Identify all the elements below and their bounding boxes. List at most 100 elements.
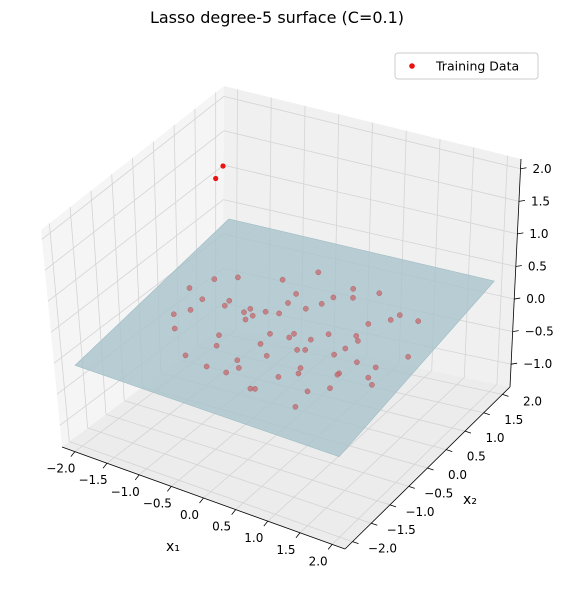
data-point — [199, 296, 206, 303]
data-point — [276, 310, 282, 317]
grid-line-x-back — [463, 147, 475, 378]
data-point — [315, 269, 322, 276]
data-point — [275, 374, 282, 380]
y-tick-mark — [446, 449, 453, 452]
data-point — [304, 388, 311, 395]
y-tick-mark — [389, 504, 397, 508]
x-axis-label: x₁ — [166, 539, 180, 555]
z-tick-label: 2.0 — [533, 162, 552, 176]
y-tick-mark — [464, 430, 472, 434]
surface-mesh-line — [312, 275, 468, 447]
data-point — [211, 276, 218, 282]
grid-line-x-back — [496, 155, 508, 385]
data-point — [294, 347, 300, 353]
data-point — [353, 333, 360, 339]
scatter-points — [170, 163, 422, 410]
surface-plane — [74, 218, 495, 458]
x-tick-label: 2.0 — [309, 554, 328, 568]
y-tick-mark — [371, 522, 378, 526]
x-tick-mark — [102, 462, 108, 469]
y-tick-mark — [502, 393, 509, 397]
grid-line-y-floor — [69, 441, 353, 543]
y-tick-label: 2.0 — [523, 394, 542, 408]
x-tick-mark — [327, 544, 333, 550]
z-tick-mark — [517, 232, 524, 235]
data-point — [187, 307, 194, 313]
data-point — [286, 334, 293, 341]
y-tick-label: −0.5 — [424, 486, 453, 500]
data-point — [257, 341, 264, 347]
x-tick-mark — [167, 486, 172, 492]
data-point — [387, 317, 394, 323]
data-point — [396, 312, 403, 318]
grid-line-y-left — [69, 207, 89, 428]
surface-mesh-line — [114, 229, 269, 378]
z-tick-label: 0.5 — [528, 259, 547, 273]
data-point — [405, 353, 411, 360]
data-point — [365, 321, 372, 327]
surface-mesh-line — [140, 235, 296, 388]
z-tick-label: 1.0 — [529, 227, 548, 241]
data-point — [252, 386, 258, 392]
grid-line-z-back — [223, 95, 521, 170]
grid-line-z-back — [223, 199, 516, 267]
data-point — [234, 357, 241, 364]
data-point — [203, 363, 210, 370]
z-tick-label: −1.0 — [523, 357, 552, 371]
surface-mesh-line — [246, 260, 402, 424]
data-point — [171, 325, 178, 332]
surface-mesh-line — [286, 269, 442, 438]
data-point — [170, 311, 177, 318]
data-point — [216, 332, 222, 339]
y-tick-mark — [352, 541, 359, 545]
data-point — [186, 285, 193, 291]
z-axis-line — [509, 158, 522, 388]
x-tick-mark — [70, 451, 76, 457]
x-tick-label: −1.5 — [78, 473, 107, 487]
grid-line-z-left — [50, 199, 224, 333]
grid-line-z-left — [44, 130, 225, 271]
data-point — [354, 359, 360, 366]
grid-line-z-left — [41, 96, 225, 240]
grid-line-z-back — [223, 164, 518, 235]
x-tick-label: 0.0 — [180, 508, 199, 522]
grid-line-y-left — [90, 190, 107, 415]
grid-line-y-floor — [87, 427, 372, 524]
grid-line-z-back — [223, 130, 520, 202]
data-point — [241, 309, 247, 316]
data-point — [279, 276, 286, 283]
x-tick-label: 0.5 — [212, 520, 231, 534]
x-tick-mark — [263, 520, 269, 527]
data-point — [220, 163, 226, 169]
data-point — [285, 300, 291, 306]
surface-mesh-line — [206, 251, 362, 411]
data-point — [302, 305, 309, 312]
data-point — [213, 175, 219, 182]
surface-mesh-line — [325, 278, 482, 452]
data-point — [350, 294, 356, 301]
surface-mesh-line — [259, 263, 415, 429]
tick-labels: −2.0−1.5−1.0−0.50.00.51.01.52.0−2.0−1.5−… — [46, 162, 554, 569]
data-point — [350, 285, 357, 292]
data-point — [318, 300, 325, 307]
data-point — [331, 351, 337, 358]
grid-line-y-floor — [124, 400, 409, 487]
x-tick-mark — [231, 509, 236, 515]
data-point — [267, 330, 273, 337]
model-surface — [74, 218, 495, 458]
x-tick-mark — [295, 532, 301, 539]
x-tick-mark — [134, 474, 140, 481]
data-point — [355, 338, 361, 344]
surface-mesh-line — [127, 232, 283, 383]
surface-mesh-line — [272, 266, 429, 434]
x-tick-label: −0.5 — [143, 496, 172, 510]
legend-label: Training Data — [435, 59, 519, 74]
data-point — [213, 342, 220, 349]
data-point — [221, 302, 228, 309]
data-point — [247, 305, 254, 312]
data-point — [263, 352, 270, 359]
chart-title: Lasso degree-5 surface (C=0.1) — [150, 8, 404, 27]
data-point — [376, 290, 383, 297]
z-tick-mark — [520, 167, 527, 170]
